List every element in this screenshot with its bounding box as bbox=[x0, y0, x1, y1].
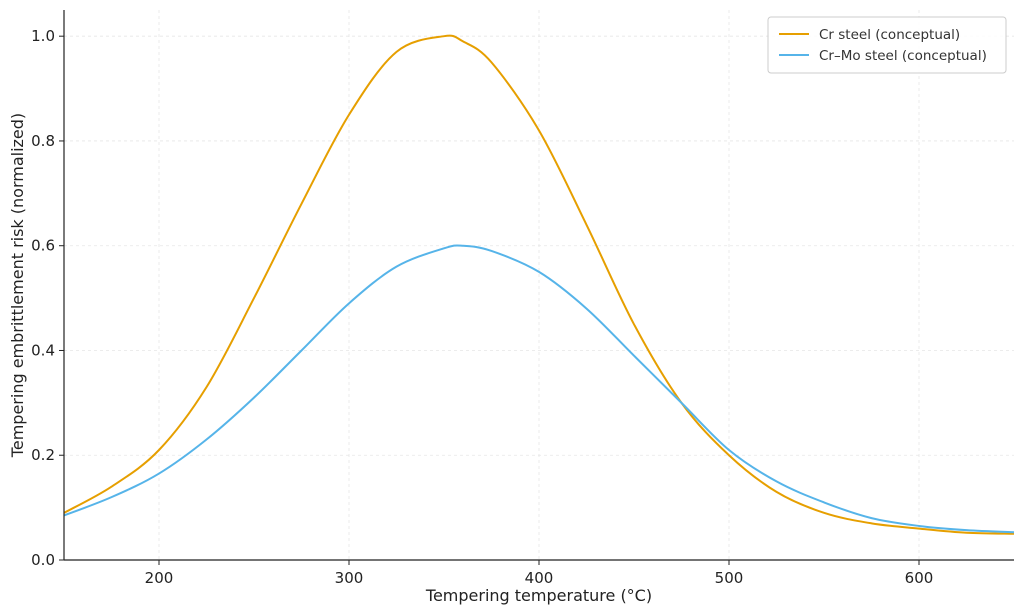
legend-box bbox=[767, 16, 1007, 74]
x-tick-label: 600 bbox=[905, 569, 934, 587]
legend-label-0: Cr steel (conceptual) bbox=[819, 27, 960, 43]
y-tick-label: 1.0 bbox=[31, 27, 55, 45]
plot-series bbox=[63, 34, 1015, 535]
y-tick-label: 0.2 bbox=[31, 446, 55, 464]
y-ticks: 0.0 0.2 0.4 0.6 0.8 1.0 bbox=[31, 27, 64, 569]
x-tick-label: 300 bbox=[335, 569, 364, 587]
legend: Cr steel (conceptual) Cr–Mo steel (concep… bbox=[767, 16, 1007, 74]
y-tick-label: 0.6 bbox=[31, 237, 55, 255]
y-tick-label: 0.8 bbox=[31, 132, 55, 150]
y-axis-label: Tempering embrittlement risk (normalized… bbox=[8, 113, 27, 458]
legend-label-1: Cr–Mo steel (conceptual) bbox=[819, 48, 987, 64]
series-line-cr-steel bbox=[63, 34, 1015, 535]
x-tick-label: 200 bbox=[145, 569, 174, 587]
y-tick-label: 0.4 bbox=[31, 341, 55, 359]
y-tick-label: 0.0 bbox=[31, 551, 55, 569]
series-line-cr-mo-steel bbox=[63, 244, 1015, 534]
x-axis-label: Tempering temperature (°C) bbox=[425, 586, 652, 605]
x-tick-label: 500 bbox=[715, 569, 744, 587]
grid bbox=[64, 10, 1014, 561]
x-tick-label: 400 bbox=[525, 569, 554, 587]
x-ticks: 200 300 400 500 600 bbox=[145, 560, 934, 587]
axes bbox=[63, 10, 1014, 561]
